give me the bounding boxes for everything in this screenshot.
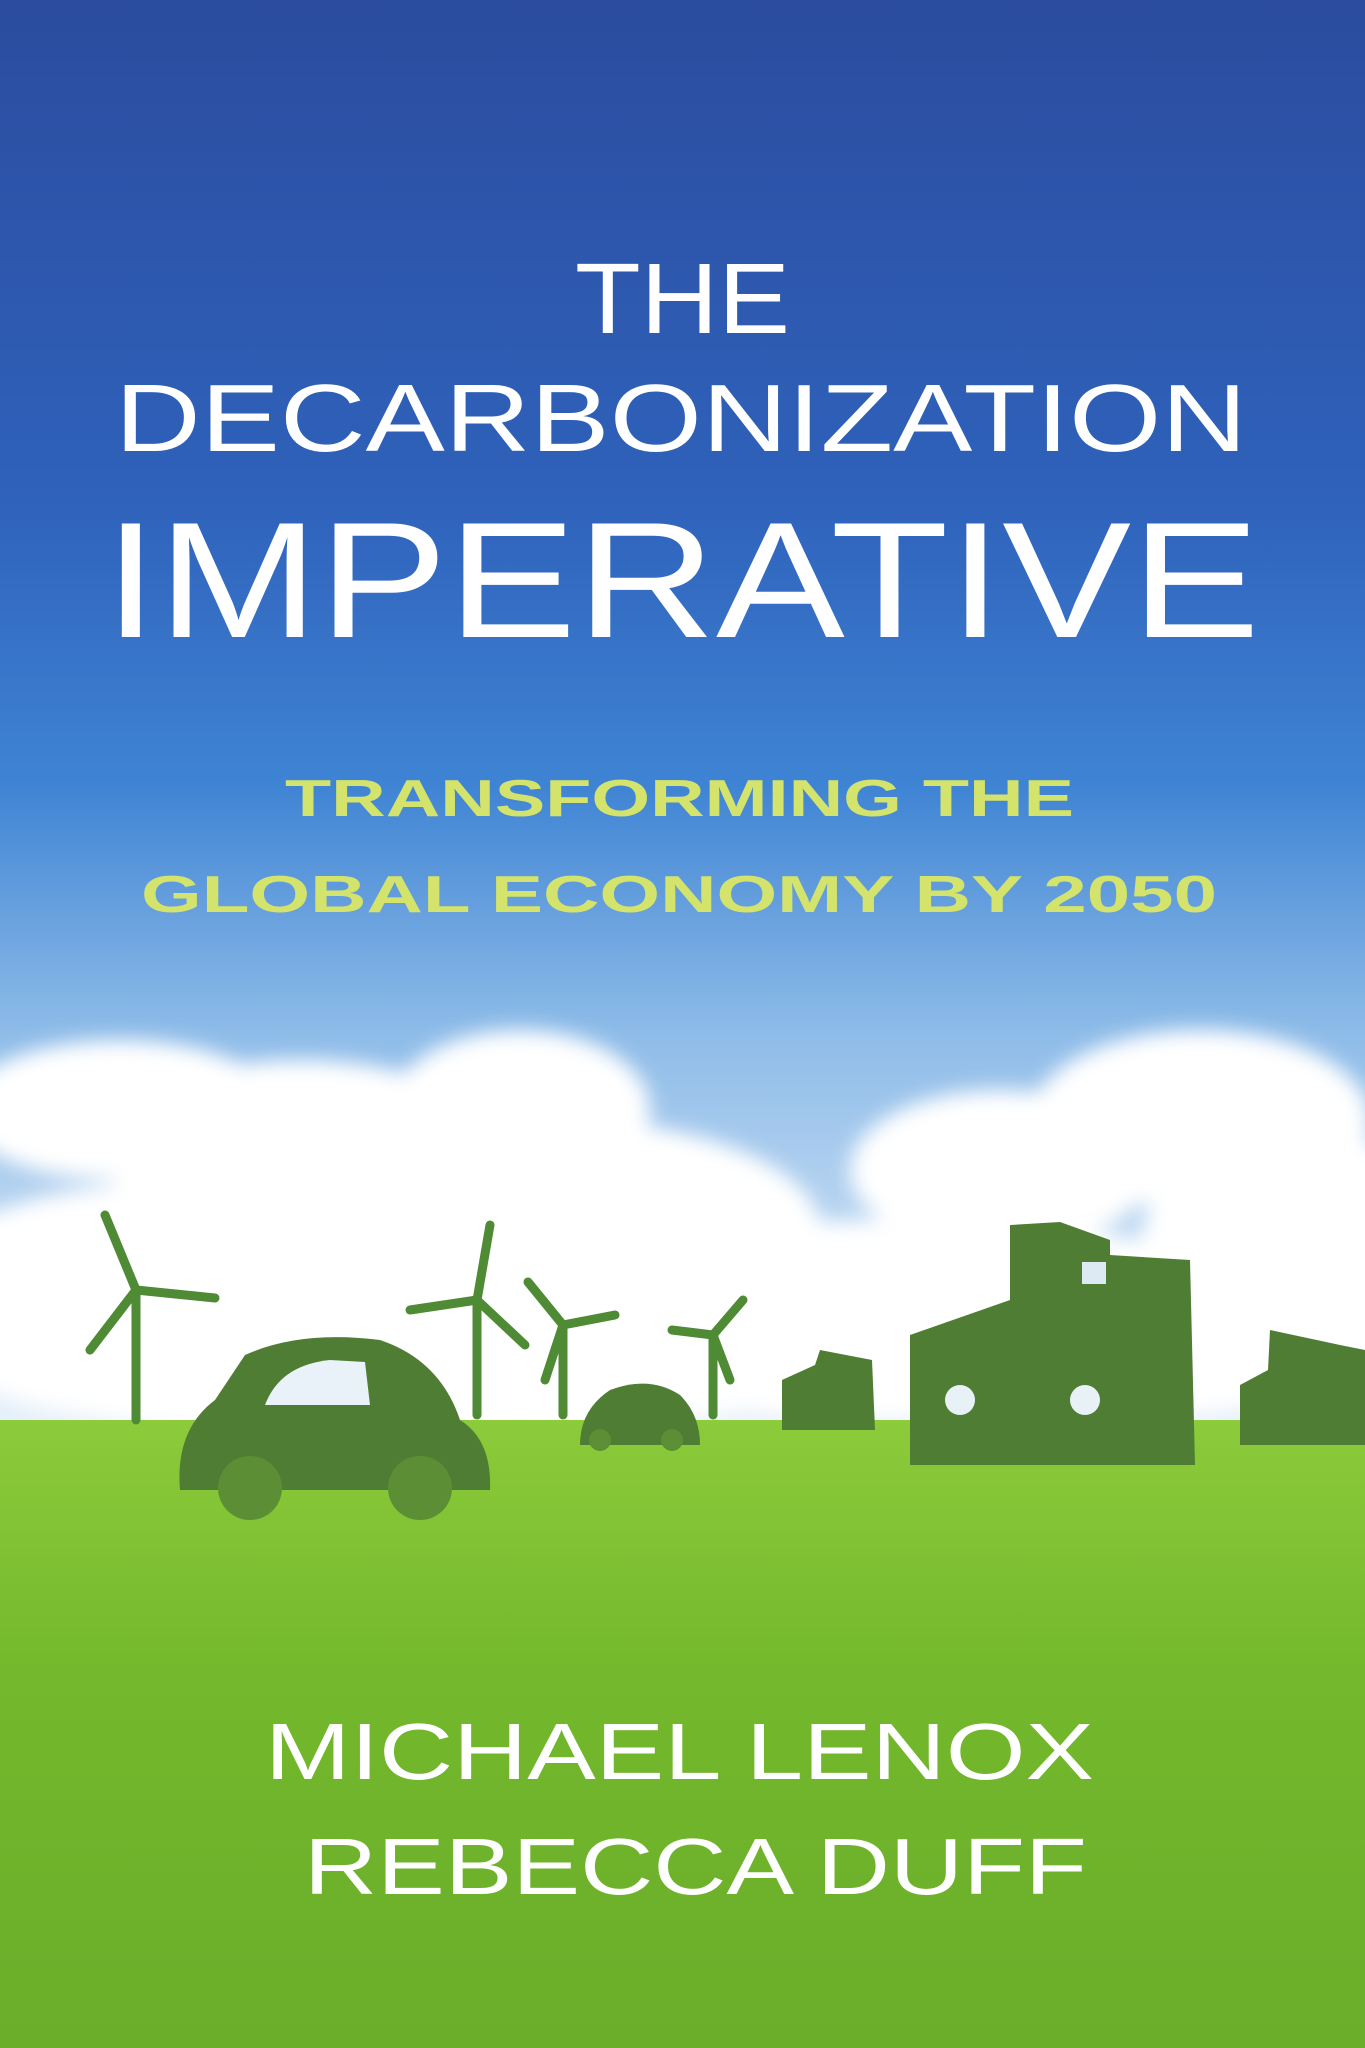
author-2: REBECCA DUFF: [304, 1822, 1087, 1911]
topiary-car-icon: [179, 1337, 700, 1520]
subtitle-line-1: TRANSFORMING THE: [285, 770, 1074, 828]
title-line-3: IMPERATIVE: [104, 488, 1260, 672]
subtitle-line-2: GLOBAL ECONOMY BY 2050: [141, 866, 1217, 924]
title-line-1: THE: [575, 243, 790, 355]
author-1: MICHAEL LENOX: [265, 1707, 1094, 1796]
grass-field: [0, 1420, 1365, 2048]
cloud-icon: [0, 1030, 1365, 1440]
wind-turbine-icon: [85, 1210, 748, 1425]
title-line-2: DECARBONIZATION: [115, 365, 1247, 472]
topiary-building-icon: [782, 1222, 1365, 1465]
